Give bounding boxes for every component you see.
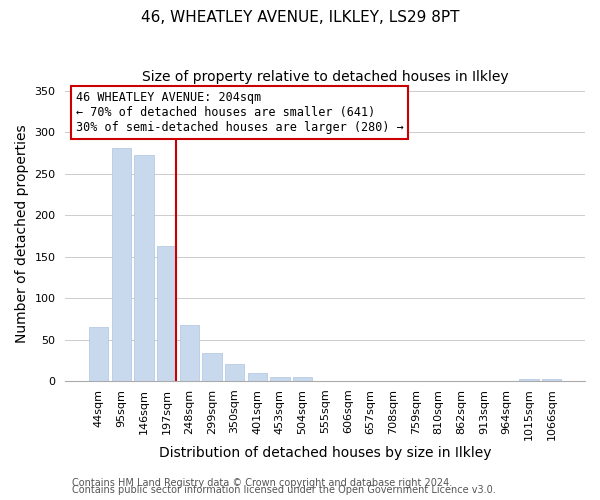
Bar <box>520 380 539 381</box>
Title: Size of property relative to detached houses in Ilkley: Size of property relative to detached ho… <box>142 70 509 84</box>
Text: Contains HM Land Registry data © Crown copyright and database right 2024.: Contains HM Land Registry data © Crown c… <box>72 478 452 488</box>
Bar <box>112 148 131 381</box>
Bar <box>270 377 290 381</box>
Y-axis label: Number of detached properties: Number of detached properties <box>15 124 29 343</box>
Bar <box>134 154 154 381</box>
Bar <box>542 380 562 381</box>
Bar <box>179 324 199 381</box>
Bar <box>202 353 221 381</box>
Bar <box>248 373 267 381</box>
Text: 46 WHEATLEY AVENUE: 204sqm
← 70% of detached houses are smaller (641)
30% of sem: 46 WHEATLEY AVENUE: 204sqm ← 70% of deta… <box>76 91 404 134</box>
X-axis label: Distribution of detached houses by size in Ilkley: Distribution of detached houses by size … <box>159 446 491 460</box>
Bar <box>293 377 312 381</box>
Text: Contains public sector information licensed under the Open Government Licence v3: Contains public sector information licen… <box>72 485 496 495</box>
Text: 46, WHEATLEY AVENUE, ILKLEY, LS29 8PT: 46, WHEATLEY AVENUE, ILKLEY, LS29 8PT <box>141 10 459 25</box>
Bar <box>157 246 176 381</box>
Bar <box>89 327 108 381</box>
Bar <box>225 364 244 381</box>
